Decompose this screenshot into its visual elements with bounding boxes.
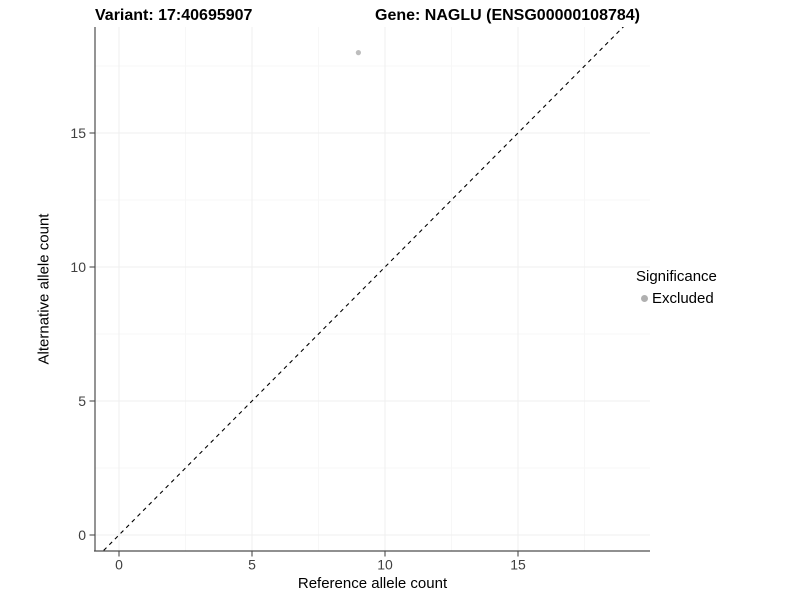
legend-title: Significance xyxy=(636,268,717,285)
excluded-point-icon xyxy=(640,295,648,302)
legend-item-label: Excluded xyxy=(652,290,714,307)
variant-title: Variant: 17:40695907 xyxy=(95,7,253,24)
x-tick-label: 10 xyxy=(377,556,393,572)
y-tick-label: 5 xyxy=(78,393,86,409)
x-tick-label: 5 xyxy=(248,556,256,572)
legend-key xyxy=(636,291,652,307)
x-axis-title: Reference allele count xyxy=(297,575,448,592)
y-tick-label: 15 xyxy=(70,125,86,141)
legend: Significance Excluded xyxy=(636,268,717,307)
y-tick-label: 10 xyxy=(70,259,86,275)
x-tick-label: 0 xyxy=(115,556,123,572)
gene-title: Gene: NAGLU (ENSG00000108784) xyxy=(375,7,640,24)
identity-reference-line xyxy=(102,27,624,551)
y-tick-label: 0 xyxy=(78,527,86,543)
x-tick-label: 15 xyxy=(510,556,526,572)
y-axis-title: Alternative allele count xyxy=(35,213,53,365)
data-point xyxy=(355,50,361,56)
legend-item-excluded: Excluded xyxy=(636,290,717,307)
